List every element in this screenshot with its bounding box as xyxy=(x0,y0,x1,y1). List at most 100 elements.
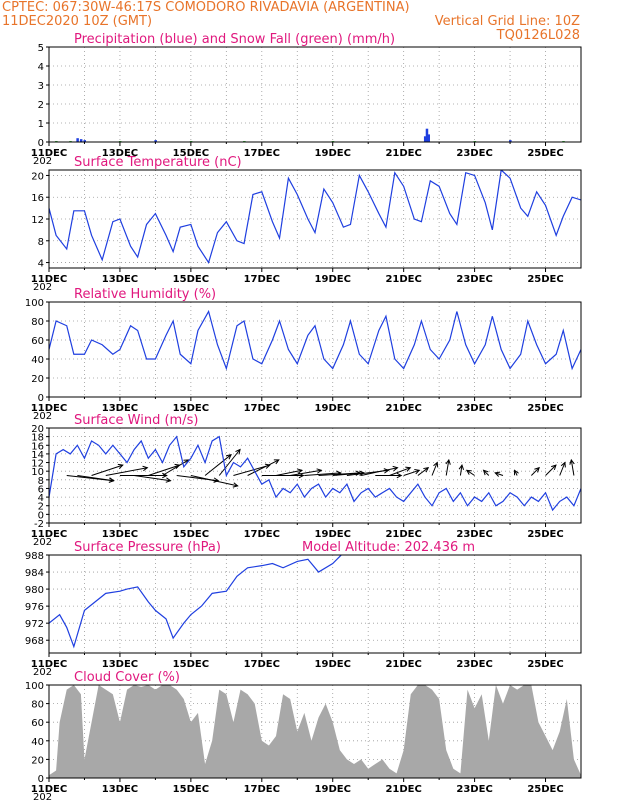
temperature-ytick-label: 8 xyxy=(38,237,44,248)
cloud-plot xyxy=(49,685,581,778)
wind-ytick-label: -2 xyxy=(34,519,44,530)
humidity-panel: 0 20 40 60 80 100 11DEC 13DEC 15DEC 17DEC 19DEC 21D… xyxy=(25,287,582,422)
pressure-subtitle: Model Altitude: 202.436 m xyxy=(302,540,475,555)
wind-ytick-label: 2 xyxy=(38,502,44,513)
pressure-xtick-label: 17DEC xyxy=(244,659,280,670)
wind-xtick-label: 19DEC xyxy=(315,529,351,540)
wind-vector-head xyxy=(458,464,465,471)
cloud-xtick-label: 13DEC xyxy=(102,784,138,795)
wind-vector xyxy=(466,469,475,476)
header-grid-line: Vertical Grid Line: 10Z xyxy=(435,14,580,29)
wind-ytick-label: 6 xyxy=(38,484,44,495)
wind-vector xyxy=(233,464,270,476)
pressure-xtick-label: 23DEC xyxy=(456,659,492,670)
temperature-plot xyxy=(49,170,581,264)
precip-plot xyxy=(55,128,565,142)
wind-vector-head xyxy=(514,469,519,476)
wind-vector-head xyxy=(213,477,220,483)
cloud-xtick-label: 11DEC xyxy=(31,784,67,795)
precip-bar xyxy=(76,138,79,142)
humidity-xtick-label: 17DEC xyxy=(244,403,280,414)
wind-xtick-label: 11DEC xyxy=(31,529,67,540)
precip-frame xyxy=(48,46,582,143)
wind-vector xyxy=(445,459,450,476)
wind-ytick-label: 14 xyxy=(31,450,44,461)
temperature-frame xyxy=(48,169,582,269)
wind-vector-head xyxy=(569,458,575,465)
temperature-line xyxy=(49,170,581,264)
temperature-xtick-label: 19DEC xyxy=(315,274,351,285)
wind-vector xyxy=(459,465,463,476)
pressure-ytick-label: 980 xyxy=(25,585,44,596)
cloud-frame xyxy=(48,684,582,779)
wind-vector-head xyxy=(392,465,399,472)
wind-ytick-label: 10 xyxy=(31,467,44,478)
humidity-xtick-label: 19DEC xyxy=(315,403,351,414)
wind-year-fragment: 202 xyxy=(33,537,52,548)
precip-bar xyxy=(509,140,512,142)
precip-bar xyxy=(427,134,430,142)
temperature-ytick-label: 12 xyxy=(31,215,44,226)
cloud-ytick-label: 80 xyxy=(31,700,44,711)
wind-vector xyxy=(290,469,322,476)
wind-vector xyxy=(389,467,411,476)
humidity-ytick-label: 40 xyxy=(31,355,44,366)
precip-bar xyxy=(154,140,157,142)
cloud-year-fragment: 202 xyxy=(33,792,52,800)
humidity-xtick-label: 11DEC xyxy=(31,403,67,414)
wind-ytick-label: 18 xyxy=(31,433,44,444)
humidity-xtick-label: 13DEC xyxy=(102,403,138,414)
precip-title: Precipitation (blue) and Snow Fall (gree… xyxy=(74,32,395,47)
pressure-ytick-label: 984 xyxy=(25,568,44,579)
precip-xtick-label: 19DEC xyxy=(315,148,351,159)
precip-xtick-label: 15DEC xyxy=(173,148,209,159)
temperature-year-fragment: 202 xyxy=(33,282,52,293)
pressure-ytick-label: 972 xyxy=(25,619,44,630)
wind-vector xyxy=(91,464,123,476)
wind-vector-head xyxy=(423,467,430,473)
cloud-ytick-label: 20 xyxy=(31,755,44,766)
humidity-ytick-label: 100 xyxy=(25,298,44,309)
wind-vector-head xyxy=(494,471,501,477)
precip-ytick-label: 0 xyxy=(38,138,44,149)
wind-vector xyxy=(483,469,490,476)
pressure-xtick-label: 19DEC xyxy=(315,659,351,670)
temperature-ytick-label: 20 xyxy=(31,171,44,182)
wind-vector xyxy=(361,467,398,476)
wind-vector xyxy=(275,469,303,476)
wind-ytick-label: 16 xyxy=(31,441,44,452)
precip-xtick-label: 11DEC xyxy=(31,148,67,159)
pressure-xtick-label: 15DEC xyxy=(173,659,209,670)
wind-vector-head xyxy=(232,482,239,488)
pressure-frame xyxy=(48,554,582,654)
wind-plot xyxy=(49,435,581,512)
pressure-panel: 968 972 976 980 984 988 11DEC 13DEC 15DEC 17DEC 19… xyxy=(25,540,582,678)
pressure-ytick-label: 976 xyxy=(25,602,44,613)
humidity-ytick-label: 20 xyxy=(31,374,44,385)
humidity-ytick-label: 60 xyxy=(31,336,44,347)
pressure-year-fragment: 202 xyxy=(33,667,52,678)
temperature-xtick-label: 13DEC xyxy=(102,274,138,285)
cloud-xtick-label: 15DEC xyxy=(173,784,209,795)
precip-ytick-label: 5 xyxy=(38,43,44,54)
wind-xtick-label: 25DEC xyxy=(527,529,563,540)
cloud-ytick-label: 60 xyxy=(31,718,44,729)
precip-ytick-label: 4 xyxy=(38,62,44,73)
wind-ytick-label: 20 xyxy=(31,424,44,435)
pressure-line xyxy=(49,555,343,649)
wind-vector xyxy=(148,464,180,476)
humidity-plot xyxy=(49,309,581,371)
precip-ytick-label: 1 xyxy=(38,119,44,130)
temperature-ytick-label: 16 xyxy=(31,193,44,204)
wind-vector xyxy=(332,472,364,476)
wind-vector xyxy=(545,464,557,476)
wind-vector-head xyxy=(226,454,232,460)
wind-vector xyxy=(417,467,429,476)
wind-vector-head xyxy=(316,468,323,474)
pressure-xtick-label: 13DEC xyxy=(102,659,138,670)
precip-bar xyxy=(423,136,427,142)
wind-vector-head xyxy=(165,477,172,483)
precip-panel: 0 1 2 3 4 5 11DEC 13DEC 15DEC 17DEC 19DEC 21DEC 23DE… xyxy=(31,32,582,167)
